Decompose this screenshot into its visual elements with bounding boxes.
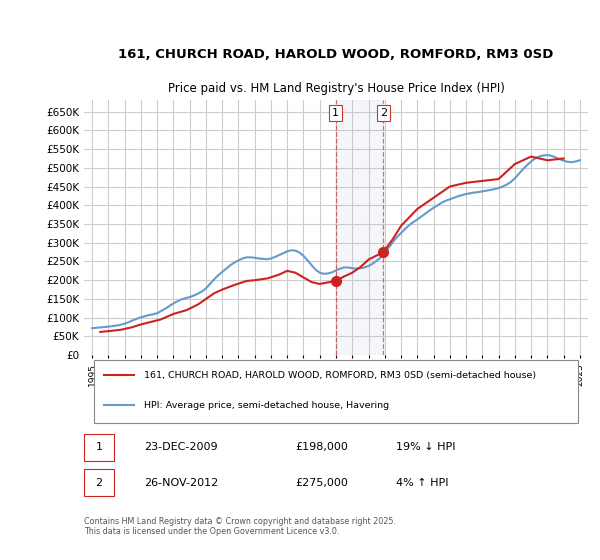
Bar [335,100,383,355]
FancyBboxPatch shape [84,434,114,461]
Text: Price paid vs. HM Land Registry's House Price Index (HPI): Price paid vs. HM Land Registry's House … [167,82,505,95]
FancyBboxPatch shape [84,469,114,496]
Text: Contains HM Land Registry data © Crown copyright and database right 2025.
This d: Contains HM Land Registry data © Crown c… [84,517,396,536]
Text: 19% ↓ HPI: 19% ↓ HPI [397,442,456,452]
Text: 161, CHURCH ROAD, HAROLD WOOD, ROMFORD, RM3 0SD (semi-detached house): 161, CHURCH ROAD, HAROLD WOOD, ROMFORD, … [145,371,536,380]
Text: £198,000: £198,000 [296,442,349,452]
Text: 2: 2 [380,108,387,118]
Text: HPI: Average price, semi-detached house, Havering: HPI: Average price, semi-detached house,… [145,400,389,409]
Text: 26-NOV-2012: 26-NOV-2012 [145,478,219,488]
Text: 23-DEC-2009: 23-DEC-2009 [145,442,218,452]
Text: 1: 1 [332,108,339,118]
Text: 2: 2 [95,478,103,488]
Text: 4% ↑ HPI: 4% ↑ HPI [397,478,449,488]
FancyBboxPatch shape [94,360,578,423]
Text: £275,000: £275,000 [296,478,349,488]
Text: 161, CHURCH ROAD, HAROLD WOOD, ROMFORD, RM3 0SD: 161, CHURCH ROAD, HAROLD WOOD, ROMFORD, … [118,48,554,61]
Text: 1: 1 [95,442,103,452]
